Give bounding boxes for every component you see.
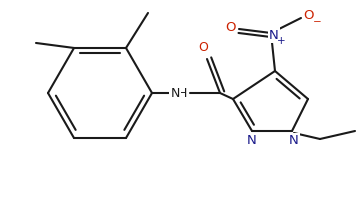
Text: N: N (247, 134, 257, 147)
Text: −: − (313, 17, 321, 27)
Text: O: O (226, 20, 236, 34)
Text: +: + (277, 36, 285, 46)
Text: N: N (269, 28, 279, 42)
Text: N: N (289, 134, 299, 147)
Text: O: O (198, 41, 208, 54)
Text: H: H (177, 87, 187, 100)
Text: N: N (170, 87, 180, 100)
Text: O: O (304, 8, 314, 22)
